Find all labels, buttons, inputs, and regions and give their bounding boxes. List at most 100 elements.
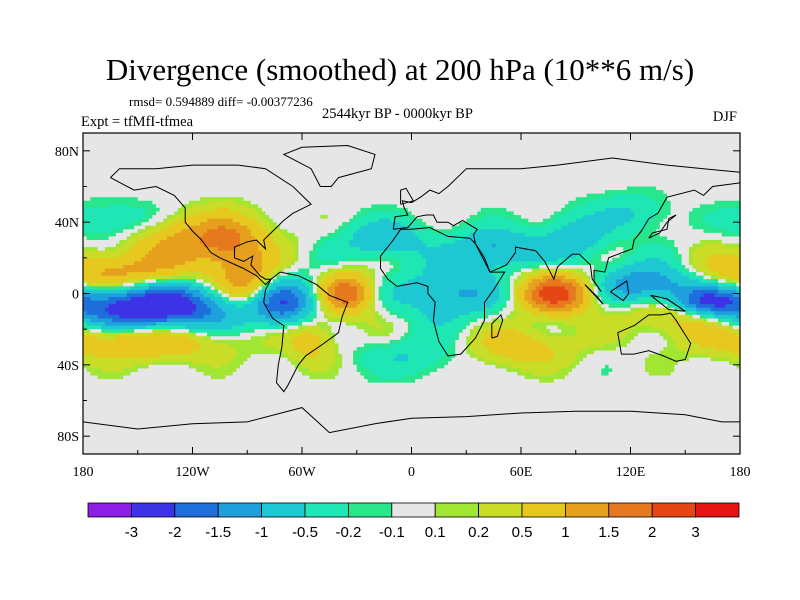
field-cell [323,175,329,180]
field-cell [608,143,613,148]
field-cell [656,193,661,198]
field-cell [356,133,361,138]
field-cell [594,179,599,184]
field-cell [455,157,460,163]
field-cell [250,168,256,173]
field-cell [506,133,511,138]
field-cell [112,179,117,184]
field-cell [156,161,161,166]
field-cell [258,182,263,188]
field-cell [411,175,416,180]
field-cell [429,211,434,216]
field-cell [214,193,219,198]
field-cell [495,190,500,195]
field-cell [721,190,726,195]
field-cell [714,190,719,195]
field-cell [579,182,584,188]
field-cell [378,218,383,223]
field-cell [725,143,730,148]
field-cell [236,182,241,188]
field-cell [353,186,358,191]
field-cell [725,222,730,227]
field-cell [236,215,241,220]
field-cell [535,229,540,234]
field-cell [418,215,424,220]
field-cell [218,211,223,216]
field-cell [331,182,336,188]
field-cell [670,225,675,230]
field-cell [561,168,566,173]
field-cell [360,186,365,191]
field-cell [473,211,478,216]
field-cell [579,168,584,173]
field-cell [597,197,602,202]
field-cell [283,161,288,166]
field-cell [123,215,128,220]
field-cell [214,179,219,184]
field-cell [477,215,482,220]
field-cell [156,211,161,216]
field-cell [291,190,296,195]
field-cell [126,211,132,216]
field-cell [466,168,471,173]
field-cell [294,193,299,198]
field-cell [389,225,394,230]
field-cell [499,207,504,213]
field-cell [583,197,588,202]
field-cell [707,186,712,191]
field-cell [418,175,424,180]
field-cell [345,133,351,138]
field-cell [280,222,285,227]
field-cell [243,204,248,209]
field-cell [159,147,164,152]
field-cell [597,165,602,170]
field-cell [382,168,387,173]
field-cell [721,218,726,223]
field-cell [349,215,354,220]
field-cell [236,186,241,191]
field-cell [236,207,241,213]
field-cell [152,147,157,152]
field-cell [437,150,442,155]
field-cell [411,150,416,155]
field-cell [331,157,336,163]
field-cell [597,204,602,209]
field-cell [469,175,475,180]
field-cell [444,161,449,166]
field-cell [568,182,573,188]
field-cell [338,197,343,202]
field-cell [119,204,124,209]
field-cell [123,136,128,141]
field-cell [203,154,208,159]
field-cell [648,143,653,148]
field-cell [378,143,383,148]
field-cell [93,222,99,227]
field-cell [692,215,697,220]
field-cell [597,161,602,166]
field-cell [156,154,161,159]
field-cell [400,211,405,216]
field-cell [480,165,486,170]
field-cell [199,161,205,166]
field-cell [261,222,267,227]
field-cell [294,175,299,180]
field-cell [229,215,234,220]
field-cell [327,211,332,216]
field-cell [608,168,613,173]
field-cell [115,161,121,166]
field-cell [254,225,259,230]
field-cell [736,168,741,173]
field-cell [309,211,314,216]
field-cell [367,136,372,141]
field-cell [546,197,551,202]
field-cell [528,179,533,184]
field-cell [247,225,252,230]
field-cell [170,150,175,155]
field-cell [539,147,544,152]
field-cell [86,225,91,230]
field-cell [196,133,201,138]
field-cell [221,186,226,191]
field-cell [166,222,172,227]
field-cell [254,211,259,216]
field-cell [407,179,413,184]
